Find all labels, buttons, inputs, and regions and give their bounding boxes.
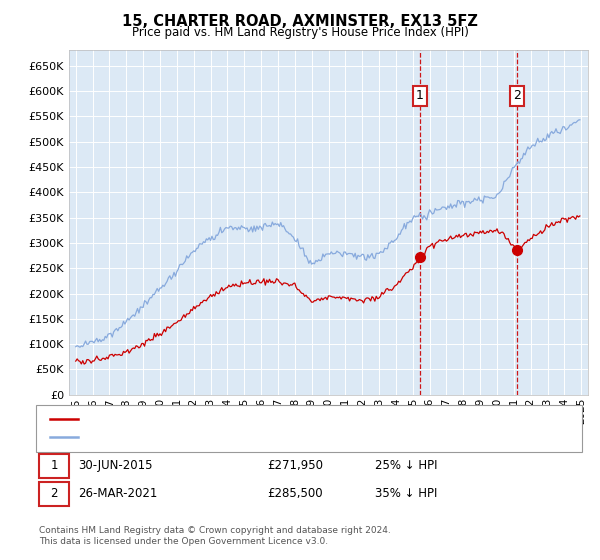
Text: Contains HM Land Registry data © Crown copyright and database right 2024.
This d: Contains HM Land Registry data © Crown c… [39, 526, 391, 546]
Text: HPI: Average price, detached house, East Devon: HPI: Average price, detached house, East… [84, 432, 349, 442]
Text: 30-JUN-2015: 30-JUN-2015 [78, 459, 152, 473]
Text: 25% ↓ HPI: 25% ↓ HPI [375, 459, 437, 473]
Text: 15, CHARTER ROAD, AXMINSTER, EX13 5FZ (detached house): 15, CHARTER ROAD, AXMINSTER, EX13 5FZ (d… [84, 414, 421, 424]
Text: 1: 1 [50, 459, 58, 473]
Text: £271,950: £271,950 [267, 459, 323, 473]
Text: 2: 2 [513, 90, 521, 102]
Text: 26-MAR-2021: 26-MAR-2021 [78, 487, 157, 501]
Text: 2: 2 [50, 487, 58, 501]
Text: 1: 1 [416, 90, 424, 102]
Text: £285,500: £285,500 [267, 487, 323, 501]
Text: 15, CHARTER ROAD, AXMINSTER, EX13 5FZ: 15, CHARTER ROAD, AXMINSTER, EX13 5FZ [122, 14, 478, 29]
Text: Price paid vs. HM Land Registry's House Price Index (HPI): Price paid vs. HM Land Registry's House … [131, 26, 469, 39]
Text: 35% ↓ HPI: 35% ↓ HPI [375, 487, 437, 501]
